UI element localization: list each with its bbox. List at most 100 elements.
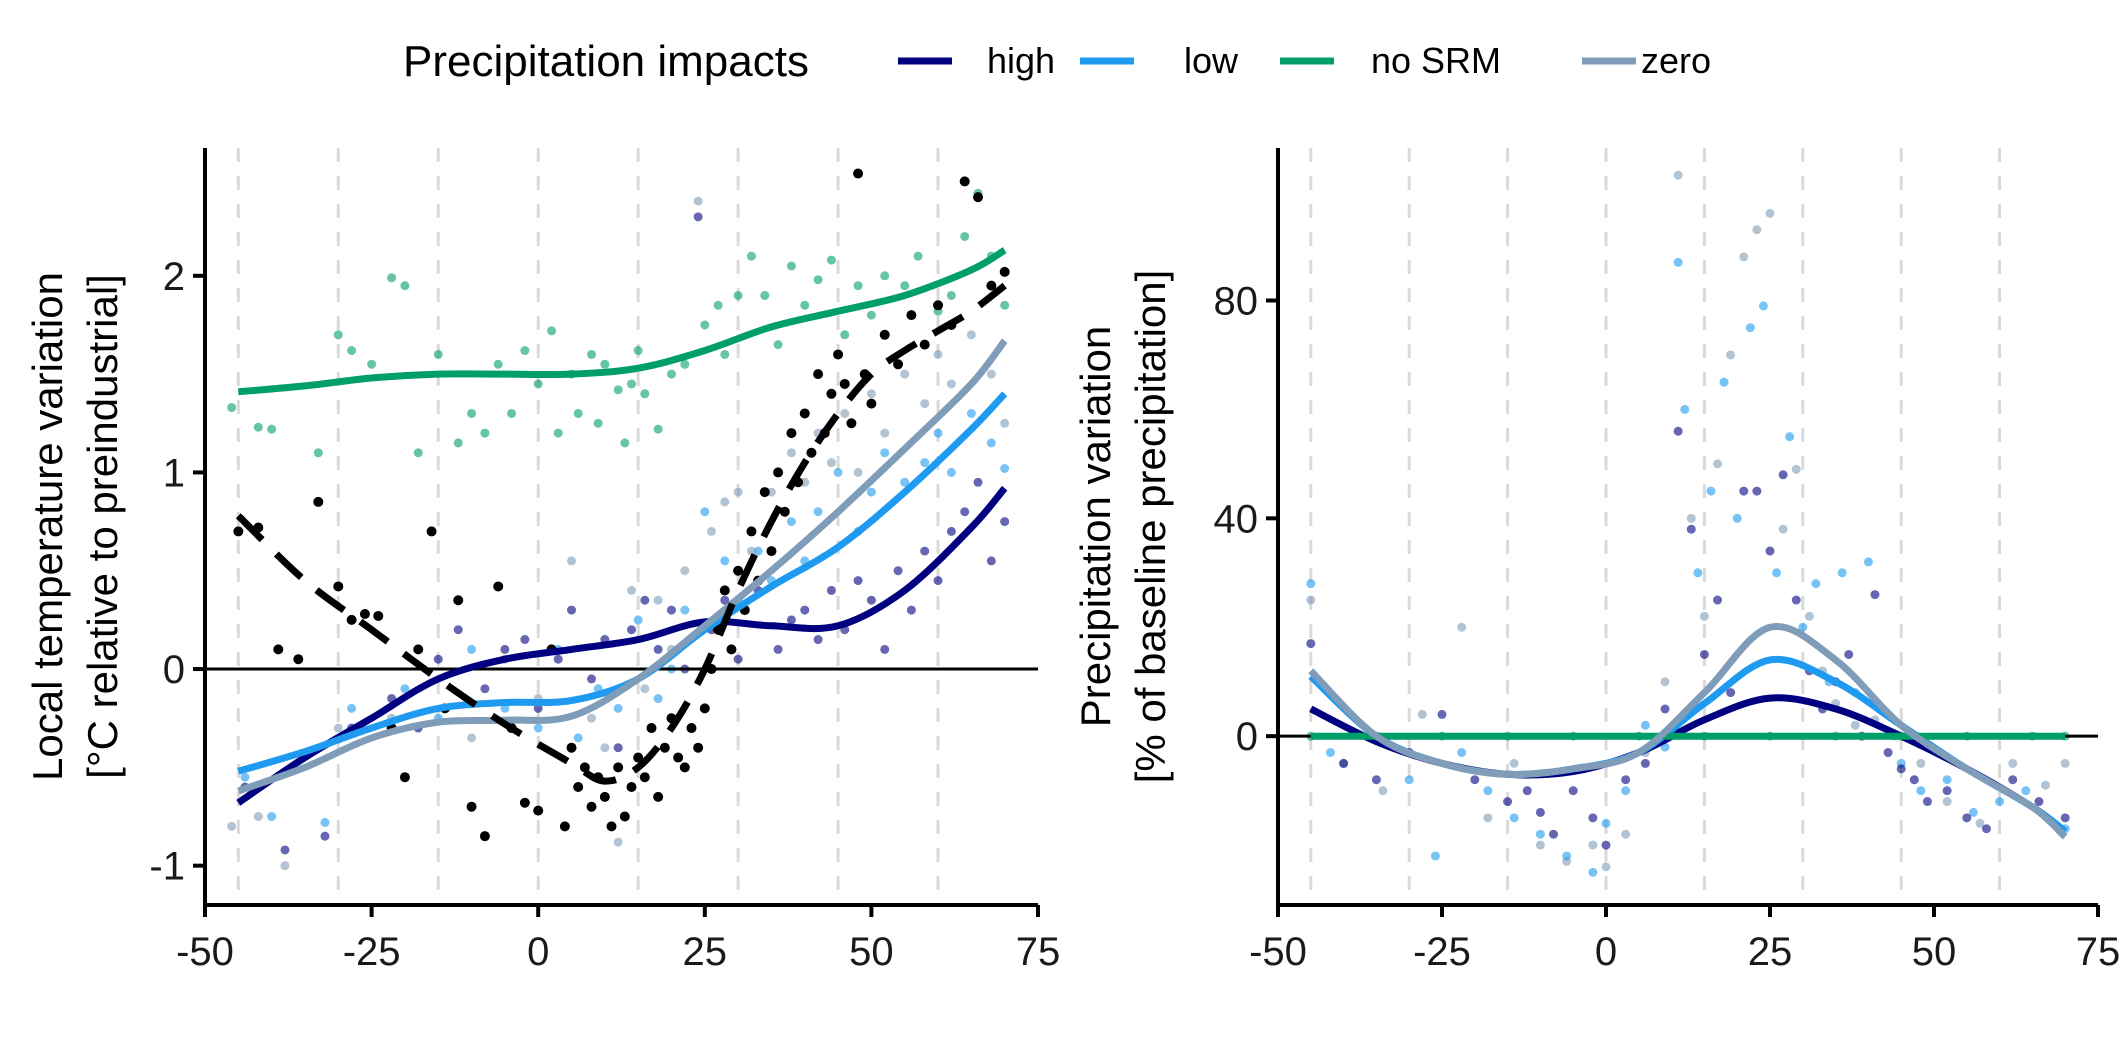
series-line-no-srm [237, 247, 1007, 396]
data-point-zero [1916, 758, 1926, 768]
x-tick-label: -50 [1249, 930, 1307, 974]
data-point-high [613, 743, 623, 753]
data-point-zero [1726, 350, 1736, 360]
observed-point [519, 797, 530, 808]
data-point-low [1680, 404, 1690, 414]
observed-point [799, 408, 810, 419]
data-point-no-srm [453, 438, 463, 448]
data-point-high [1306, 639, 1316, 649]
data-point-no-srm [467, 408, 477, 418]
data-point-no-srm [573, 408, 583, 418]
data-point-zero [1739, 252, 1749, 262]
data-point-low [966, 408, 976, 418]
observed-point [619, 811, 630, 822]
data-point-zero [600, 743, 610, 753]
observed-point [659, 742, 670, 753]
data-point-high [893, 566, 903, 576]
data-point-no-srm [700, 320, 710, 330]
data-point-low [1000, 463, 1010, 473]
data-point-low [267, 812, 277, 822]
data-point-low [1483, 786, 1493, 796]
observed-point [786, 428, 797, 439]
data-point-zero [467, 733, 477, 743]
observed-point [866, 398, 877, 409]
data-point-zero [826, 458, 836, 468]
data-point-zero [1713, 459, 1723, 469]
data-point-low [240, 772, 250, 782]
data-point-low [400, 684, 410, 694]
data-point-no-srm [800, 300, 810, 310]
observed-point [673, 752, 684, 763]
observed-point [759, 487, 770, 498]
observed-point [233, 526, 244, 537]
data-point-zero [966, 330, 976, 340]
observed-point [933, 300, 944, 311]
data-point-zero [1778, 524, 1788, 534]
x-tick-label: 25 [1748, 930, 1793, 974]
data-point-low [680, 605, 690, 615]
legend-label: no SRM [1371, 40, 1501, 81]
data-point-high [2034, 797, 2044, 807]
data-point-high [1909, 775, 1919, 785]
observed-point [613, 762, 624, 773]
observed-point [813, 369, 824, 380]
data-point-low [653, 694, 663, 704]
data-point-zero [626, 585, 636, 595]
data-point-high [1339, 758, 1349, 768]
data-point-high [773, 644, 783, 654]
data-point-high [640, 595, 650, 605]
observed-point [853, 168, 864, 179]
data-point-low [900, 477, 910, 487]
data-point-low [1601, 818, 1611, 828]
data-point-zero [1975, 818, 1985, 828]
data-point-zero [1791, 464, 1801, 474]
data-point-zero [693, 196, 703, 206]
data-point-low [533, 723, 543, 733]
data-point-zero [853, 467, 863, 477]
data-point-low [1306, 579, 1316, 589]
observed-point [573, 782, 584, 793]
y-axis-title-line2: [°C relative to preindustrial] [79, 274, 126, 779]
legend-entries: high low no SRM zero [898, 40, 1711, 81]
observed-point [566, 742, 577, 753]
data-point-high [1922, 797, 1932, 807]
data-point-no-srm [633, 346, 643, 356]
data-point-zero [1660, 677, 1670, 687]
data-point-low [880, 448, 890, 458]
data-point-low [833, 467, 843, 477]
data-point-zero [2041, 780, 2051, 790]
data-point-no-srm [760, 290, 770, 300]
x-tick-label: 75 [1016, 930, 1061, 974]
observed-point [639, 772, 650, 783]
observed-point [606, 821, 617, 832]
precipitation-panel: -50 -25 0 25 50 75 0 40 80 Precipitation variatio… [1072, 148, 2120, 974]
x-tick-label: -25 [343, 930, 401, 974]
data-point-low [1732, 513, 1742, 523]
y-tick-label: 0 [1236, 715, 1258, 759]
series-line-low [1308, 655, 2068, 835]
observed-point [833, 349, 844, 360]
y-tick-label: 0 [163, 648, 185, 692]
data-point-zero [880, 428, 890, 438]
observed-point [699, 703, 710, 714]
data-point-zero [1804, 611, 1814, 621]
y-axis-title-line1: Local temperature variation [24, 272, 71, 781]
x-tick-label: 0 [527, 930, 549, 974]
data-point-zero [733, 487, 743, 497]
data-point-low [753, 546, 763, 556]
observed-point [879, 329, 890, 340]
data-point-high [880, 644, 890, 654]
data-point-no-srm [733, 290, 743, 300]
data-point-zero [1483, 813, 1493, 823]
data-point-low [1457, 748, 1467, 758]
data-point-zero [1699, 611, 1709, 621]
data-point-high [666, 605, 676, 615]
data-point-no-srm [267, 424, 277, 434]
data-point-low [573, 733, 583, 743]
data-point-zero [227, 821, 237, 831]
data-point-low [720, 556, 730, 566]
observed-point [826, 388, 837, 399]
data-point-no-srm [480, 428, 490, 438]
observed-point [693, 742, 704, 753]
data-point-high [626, 625, 636, 635]
